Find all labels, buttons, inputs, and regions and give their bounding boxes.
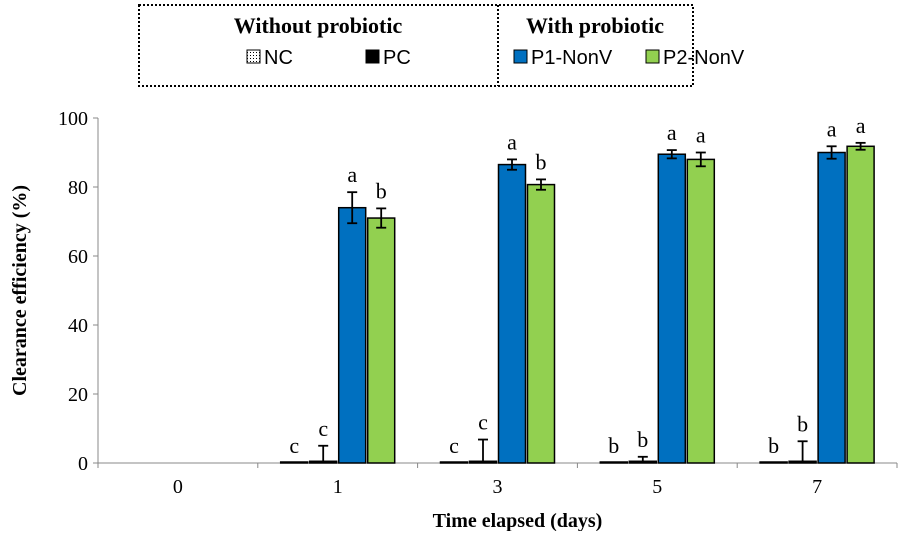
significance-letter: a bbox=[696, 123, 706, 148]
legend-swatch bbox=[365, 49, 380, 64]
x-tick-label: 3 bbox=[493, 476, 503, 498]
legend-group-title: With probiotic bbox=[526, 13, 664, 38]
bar-p1-nonv bbox=[817, 151, 846, 464]
y-tick-label: 20 bbox=[68, 384, 88, 406]
y-axis-title: Clearance efficiency (%) bbox=[9, 185, 31, 396]
legend-swatch bbox=[513, 49, 528, 64]
bar-p2-nonv bbox=[686, 158, 716, 464]
significance-letter: c bbox=[478, 410, 488, 435]
significance-letter: c bbox=[318, 416, 328, 441]
y-tick-label: 0 bbox=[78, 453, 88, 475]
significance-letter: a bbox=[507, 129, 517, 154]
significance-letter: c bbox=[289, 433, 299, 458]
bar-p1-nonv bbox=[657, 153, 687, 464]
x-axis-title: Time elapsed (days) bbox=[433, 510, 603, 531]
bar-p2-nonv bbox=[526, 183, 556, 464]
significance-letter: b bbox=[768, 433, 779, 458]
significance-letter: a bbox=[856, 113, 866, 138]
significance-letter: b bbox=[637, 427, 648, 452]
x-tick-label: 1 bbox=[333, 476, 343, 498]
bar-nc bbox=[599, 461, 629, 464]
legend-swatch bbox=[246, 49, 261, 64]
bar-p1-nonv bbox=[497, 163, 527, 464]
bar-nc bbox=[279, 461, 309, 464]
legend-entry-label: PC bbox=[383, 47, 411, 69]
significance-letter: a bbox=[667, 120, 677, 145]
bar-p2-nonv bbox=[846, 145, 875, 464]
bar-p1-nonv bbox=[337, 206, 367, 464]
y-tick-label: 40 bbox=[68, 315, 88, 337]
bar-nc bbox=[759, 461, 788, 464]
x-tick-label: 7 bbox=[812, 476, 822, 498]
legend-group-title: Without probiotic bbox=[234, 13, 403, 38]
x-tick-label: 0 bbox=[173, 476, 183, 498]
significance-letter: a bbox=[827, 116, 837, 141]
significance-letter: b bbox=[608, 433, 619, 458]
bar-nc bbox=[439, 461, 469, 464]
x-tick-label: 5 bbox=[652, 476, 662, 498]
significance-letter: a bbox=[347, 162, 357, 187]
y-tick-label: 80 bbox=[68, 177, 88, 199]
significance-letter: b bbox=[376, 178, 387, 203]
significance-letter: c bbox=[449, 433, 459, 458]
y-tick-label: 60 bbox=[68, 246, 88, 268]
significance-letter: b bbox=[536, 149, 547, 174]
y-tick-label: 100 bbox=[58, 108, 88, 130]
legend-swatch bbox=[645, 49, 660, 64]
legend-entry-label: P2-NonV bbox=[663, 47, 745, 69]
legend-entry-label: NC bbox=[264, 47, 293, 69]
legend-entry-label: P1-NonV bbox=[531, 47, 613, 69]
bar-p2-nonv bbox=[366, 217, 396, 464]
legend-box bbox=[138, 4, 694, 87]
significance-letter: b bbox=[797, 411, 808, 436]
